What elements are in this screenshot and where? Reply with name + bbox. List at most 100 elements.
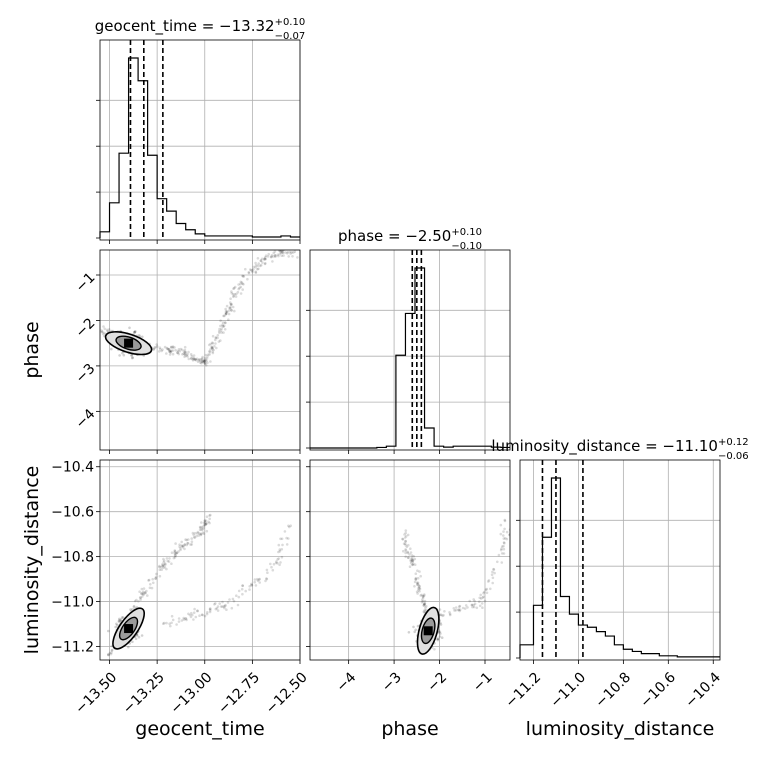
sample-point <box>218 602 221 605</box>
sample-point <box>204 519 208 523</box>
sample-point <box>237 589 241 593</box>
sample-point <box>169 351 173 354</box>
sample-point <box>199 361 202 365</box>
sample-point <box>182 544 185 548</box>
sample-point <box>131 356 134 359</box>
sample-point <box>479 597 483 600</box>
sample-point <box>201 360 205 364</box>
sample-point <box>140 634 144 637</box>
sample-point <box>227 318 230 322</box>
sample-point <box>173 549 177 553</box>
sample-point <box>152 581 155 585</box>
sample-point <box>168 349 171 353</box>
panel-title-sub: −0.07 <box>275 31 306 42</box>
sample-point <box>275 560 278 563</box>
sample-point <box>448 613 452 617</box>
sample-point <box>154 575 158 579</box>
sample-point <box>273 250 277 253</box>
sample-point <box>280 537 284 541</box>
sample-point <box>470 603 474 607</box>
sample-point <box>448 611 451 614</box>
sample-point <box>242 283 245 286</box>
contour-peak <box>124 624 134 634</box>
sample-point <box>206 611 209 614</box>
sample-point <box>260 257 264 261</box>
sample-point <box>229 302 233 306</box>
sample-point <box>436 637 440 641</box>
sample-point <box>203 523 206 527</box>
sample-point <box>414 578 418 581</box>
x-axis-label-phase: phase <box>381 718 438 740</box>
sample-point <box>249 268 253 272</box>
sample-point <box>208 350 212 354</box>
sample-point <box>466 606 469 609</box>
sample-point <box>170 346 173 349</box>
sample-point <box>225 312 228 316</box>
sample-point <box>169 350 172 354</box>
y-tick-label: −10.4 <box>51 460 94 476</box>
sample-point <box>231 292 235 296</box>
sample-point <box>423 599 427 603</box>
sample-point <box>505 537 509 541</box>
sample-point <box>411 560 415 563</box>
sample-point <box>110 651 113 654</box>
sample-point <box>214 338 217 342</box>
sample-point <box>141 592 145 596</box>
sample-point <box>232 295 235 299</box>
sample-point <box>208 521 211 525</box>
sample-point <box>234 295 238 298</box>
sample-point <box>499 523 503 527</box>
sample-point <box>201 613 204 617</box>
sample-point <box>137 600 140 603</box>
sample-point <box>230 292 234 295</box>
sample-point <box>181 353 184 356</box>
sample-point <box>187 357 191 361</box>
sample-point <box>210 345 213 349</box>
sample-point <box>199 358 203 361</box>
sample-point <box>230 606 234 610</box>
sample-point <box>179 547 182 550</box>
sample-point <box>491 570 494 574</box>
sample-point <box>231 597 235 601</box>
sample-point <box>423 593 426 596</box>
sample-point <box>140 592 143 595</box>
sample-point <box>214 336 218 339</box>
sample-point <box>291 254 294 258</box>
sample-point <box>238 286 241 290</box>
sample-point <box>258 581 262 584</box>
sample-point <box>277 550 280 554</box>
sample-point <box>107 653 110 657</box>
sample-point <box>503 518 507 522</box>
sample-point <box>211 342 215 345</box>
sample-point <box>118 619 122 622</box>
sample-point <box>194 615 198 619</box>
sample-point <box>165 567 168 571</box>
sample-point <box>416 583 419 586</box>
sample-point <box>242 275 246 278</box>
sample-point <box>133 330 137 334</box>
sample-point <box>274 254 277 257</box>
sample-point <box>247 271 251 274</box>
sample-point <box>141 335 144 339</box>
sample-point <box>292 251 295 254</box>
sample-point <box>198 525 202 529</box>
sample-point <box>183 348 187 352</box>
sample-point <box>500 545 504 548</box>
sample-point <box>107 652 110 656</box>
sample-point <box>404 531 408 535</box>
sample-point <box>422 610 426 613</box>
sample-point <box>158 574 162 578</box>
sample-point <box>208 514 211 517</box>
sample-point <box>503 541 506 545</box>
sample-point <box>210 346 213 349</box>
sample-point <box>192 618 195 621</box>
sample-point <box>278 549 282 553</box>
sample-point <box>270 255 273 259</box>
sample-point <box>289 524 293 527</box>
scatter-points <box>107 513 293 657</box>
sample-point <box>174 554 177 557</box>
sample-point <box>228 309 231 312</box>
sample-point <box>195 358 198 362</box>
sample-point <box>283 530 287 533</box>
sample-point <box>417 587 420 590</box>
